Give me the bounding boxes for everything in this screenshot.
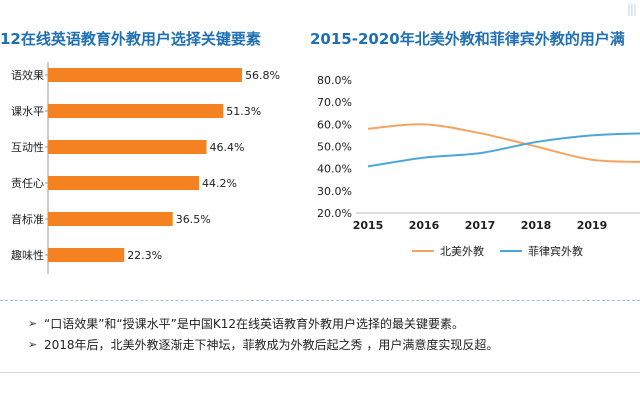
bar-value-label: 46.4% — [210, 141, 245, 154]
arrow-right-icon: ➢ — [28, 338, 38, 351]
bar-value-label: 51.3% — [226, 105, 261, 118]
category-label: 责任心 — [11, 177, 44, 190]
right-chart-title: 2015-2020年北美外教和菲律宾外教的用户满 — [310, 30, 625, 48]
y-tick-label: 20.0% — [317, 207, 352, 220]
category-label: 音标准 — [11, 212, 44, 226]
section-divider — [0, 300, 640, 301]
y-tick-label: 80.0% — [317, 74, 352, 87]
series-line — [367, 123, 640, 163]
notes-list: ➢ “口语效果”和“授课水平”是中国K12在线英语教育外教用户选择的最关键要素。… — [28, 314, 628, 356]
note-text: “口语效果”和“授课水平”是中国K12在线英语教育外教用户选择的最关键要素。 — [44, 317, 465, 331]
bar — [48, 176, 200, 190]
y-tick-label: 40.0% — [317, 163, 352, 176]
bar-value-label: 36.5% — [176, 213, 211, 226]
arrow-right-icon: ➢ — [28, 317, 38, 330]
legend-label: 北美外教 — [440, 245, 484, 258]
legend-label: 菲律宾外教 — [528, 244, 583, 258]
bar — [48, 248, 125, 262]
bar-value-label: 22.3% — [127, 249, 162, 262]
bottom-rule — [0, 372, 640, 373]
x-tick-label: 2016 — [409, 219, 440, 232]
satisfaction-line-chart: 80.0% 70.0% 60.0% 50.0% 40.0% 30.0% 20.0%2015 2… — [317, 74, 640, 258]
key-factors-bar-chart: 语效果 56.8% 课水平 51.3% 互动性 46.4% 责任心 44.2% 音标准 36.5%… — [11, 62, 280, 274]
bar — [48, 68, 243, 82]
x-tick-label: 2018 — [521, 219, 552, 232]
left-chart-title: 12在线英语教育外教用户选择关键要素 — [0, 30, 261, 48]
bar — [48, 104, 224, 118]
x-tick-label: 2019 — [577, 219, 608, 232]
y-tick-label: 30.0% — [317, 185, 352, 198]
bar-value-label: 56.8% — [245, 69, 280, 82]
x-tick-label: 2017 — [465, 219, 496, 232]
bar — [48, 212, 173, 226]
category-label: 互动性 — [11, 140, 44, 154]
y-tick-label: 70.0% — [317, 96, 352, 109]
series-line — [367, 132, 640, 168]
category-label: 语效果 — [11, 68, 44, 82]
category-label: 课水平 — [11, 105, 44, 118]
note-item: ➢ 2018年后，北美外教逐渐走下神坛，菲教成为外教后起之秀 ，用户满意度实现反… — [28, 335, 628, 355]
bar-value-label: 44.2% — [202, 177, 237, 190]
category-label: 趣味性 — [11, 248, 44, 262]
y-tick-label: 50.0% — [317, 141, 352, 154]
note-text: 2018年后，北美外教逐渐走下神坛，菲教成为外教后起之秀 ，用户满意度实现反超。 — [44, 338, 499, 352]
watermark-logo-icon: ||| — [626, 2, 637, 16]
x-tick-label: 2015 — [353, 219, 384, 232]
bar — [48, 140, 207, 154]
y-tick-label: 60.0% — [317, 118, 352, 131]
note-item: ➢ “口语效果”和“授课水平”是中国K12在线英语教育外教用户选择的最关键要素。 — [28, 314, 628, 334]
